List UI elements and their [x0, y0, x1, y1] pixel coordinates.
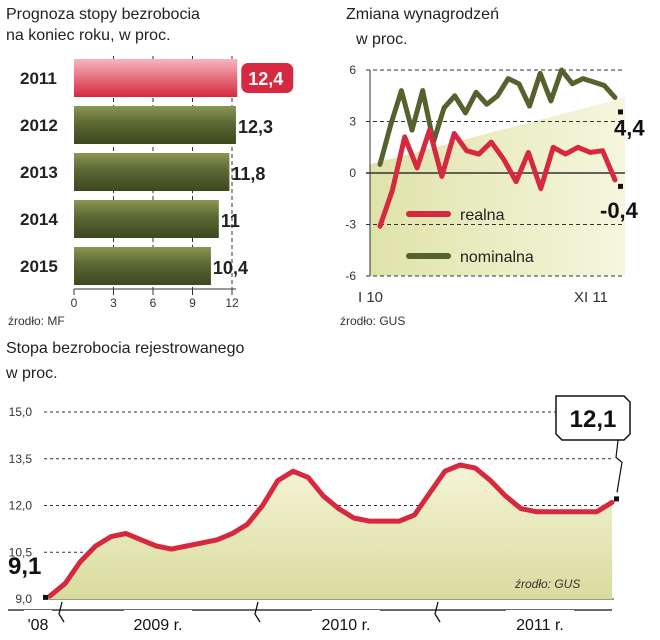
y-tick-label: 12,0: [9, 499, 33, 513]
period-label-bg: [124, 610, 192, 632]
x-tick-label: 12: [225, 296, 239, 310]
y-tick-label: 10,5: [9, 545, 33, 559]
line-chart-background: [370, 97, 625, 276]
start-value-label: 9,1: [8, 553, 41, 580]
series-line-realna: [377, 127, 618, 229]
line-chart-title-line2: w proc.: [355, 31, 408, 48]
forecast-bar-chart: Prognoza stopy bezrobocia na koniec roku…: [6, 6, 294, 328]
line-chart-legend: realna nominalna: [406, 207, 534, 266]
bar-chart-title-line2: na koniec roku, w proc.: [6, 27, 171, 44]
period-label-bg: [312, 610, 380, 632]
period-label: '08: [28, 617, 49, 634]
period-label-bg: [24, 610, 52, 632]
bar-2015: [74, 247, 211, 285]
y-tick-label: 9,0: [15, 592, 32, 606]
bar-chart-bars: 2011 12,4 2012 12,3 2013 11,8 2014 11 2015 10,4: [20, 59, 294, 285]
legend-label-realna: realna: [460, 207, 505, 224]
y-tick-label: 13,5: [9, 452, 33, 466]
bar-category-label: 2013: [20, 163, 58, 182]
x-tick-label: 9: [189, 296, 196, 310]
line-chart-x-end-label: XI 11: [574, 289, 608, 306]
series-end-label-realna: -0,4: [600, 198, 639, 223]
period-label: 2011 r.: [516, 617, 564, 634]
period-label: 2009 r.: [134, 617, 183, 634]
period-label-bg: [506, 610, 574, 632]
area-fill: [50, 465, 612, 599]
line-chart-series: 4,4 -0,4: [377, 67, 645, 229]
bar-value-label: 10,4: [213, 258, 248, 278]
series-end-marker: [618, 183, 623, 189]
end-marker: [614, 496, 619, 502]
bar-category-label: 2012: [20, 116, 58, 135]
line-chart-title-line1: Zmiana wynagrodzeń: [346, 6, 499, 23]
period-separator: [434, 601, 441, 623]
legend-label-nominalna: nominalna: [460, 249, 534, 266]
area-chart-title-line2: w proc.: [5, 365, 58, 382]
y-tick-label: 3: [349, 115, 356, 129]
period-label: 2010 r.: [322, 617, 371, 634]
y-tick-label: -3: [345, 218, 356, 232]
end-value-label: 12,1: [570, 406, 617, 433]
wage-change-line-chart: Zmiana wynagrodzeń w proc. -6 -3 0 3 6 4,4 -0…: [340, 6, 645, 328]
area-chart-callouts: 9,1 12,1: [8, 395, 631, 600]
bar-value-label: 11,8: [231, 164, 265, 184]
series-line-nominalna: [377, 67, 618, 167]
line-chart-source: źrodło: GUS: [340, 314, 405, 328]
x-tick-label: 3: [110, 296, 117, 310]
x-tick-label: 6: [150, 296, 157, 310]
y-tick-label: 6: [349, 63, 356, 77]
bar-value-label: 12,4: [248, 69, 283, 89]
period-separator: [254, 601, 261, 623]
bar-chart-title-line1: Prognoza stopy bezrobocia: [6, 6, 200, 23]
bar-2011: [74, 59, 238, 97]
x-tick-label: 0: [71, 296, 78, 310]
end-callout-leader: [615, 440, 623, 493]
bar-value-label: 12,3: [238, 117, 273, 137]
bar-category-label: 2014: [20, 210, 58, 229]
line-chart-area-fill: [370, 97, 625, 276]
period-separator: [58, 601, 65, 623]
start-marker: [43, 594, 48, 600]
unemployment-area-chart: Stopa bezrobocia rejestrowanego w proc. …: [5, 340, 631, 634]
end-value-box: [555, 395, 631, 441]
y-tick-label: 15,0: [9, 405, 33, 419]
area-chart-line: [47, 462, 615, 599]
bar-2014: [74, 200, 219, 238]
bar-value-label: 11: [221, 211, 240, 231]
bar-2013: [74, 153, 230, 191]
y-tick-label: 0: [349, 166, 356, 180]
area-chart-title-line1: Stopa bezrobocia rejestrowanego: [6, 340, 244, 357]
area-chart-period-axis: '08 2009 r. 2010 r. 2011 r.: [8, 601, 612, 634]
area-chart-source: źrodło: GUS: [514, 577, 580, 591]
y-tick-label: -6: [345, 269, 356, 283]
bar-2012: [74, 106, 236, 144]
highlight-value-badge: [241, 63, 294, 93]
area-chart-fill: [50, 465, 612, 599]
bar-category-label: 2015: [20, 257, 58, 276]
series-end-label-nominalna: 4,4: [614, 115, 645, 140]
bar-category-label: 2011: [20, 69, 57, 88]
bar-chart-source: źrodło: MF: [8, 314, 65, 328]
bar-chart-x-axis: 0 3 6 9 12: [71, 288, 239, 310]
line-chart-x-start-label: I 10: [358, 289, 383, 306]
series-end-marker: [618, 109, 623, 115]
unemployment-line: [47, 462, 615, 599]
